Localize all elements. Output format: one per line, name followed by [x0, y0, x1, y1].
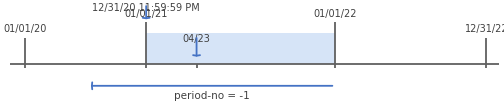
Bar: [146, 33, 335, 64]
Text: 01/01/20: 01/01/20: [4, 24, 47, 34]
Text: 12/31/22: 12/31/22: [465, 24, 504, 34]
Text: 01/01/22: 01/01/22: [313, 9, 357, 19]
Text: 04/23: 04/23: [182, 34, 211, 44]
Text: 12/31/20 11:59:59 PM: 12/31/20 11:59:59 PM: [92, 3, 200, 13]
Text: period-no = -1: period-no = -1: [174, 91, 249, 101]
Text: 01/01/21: 01/01/21: [124, 9, 168, 19]
